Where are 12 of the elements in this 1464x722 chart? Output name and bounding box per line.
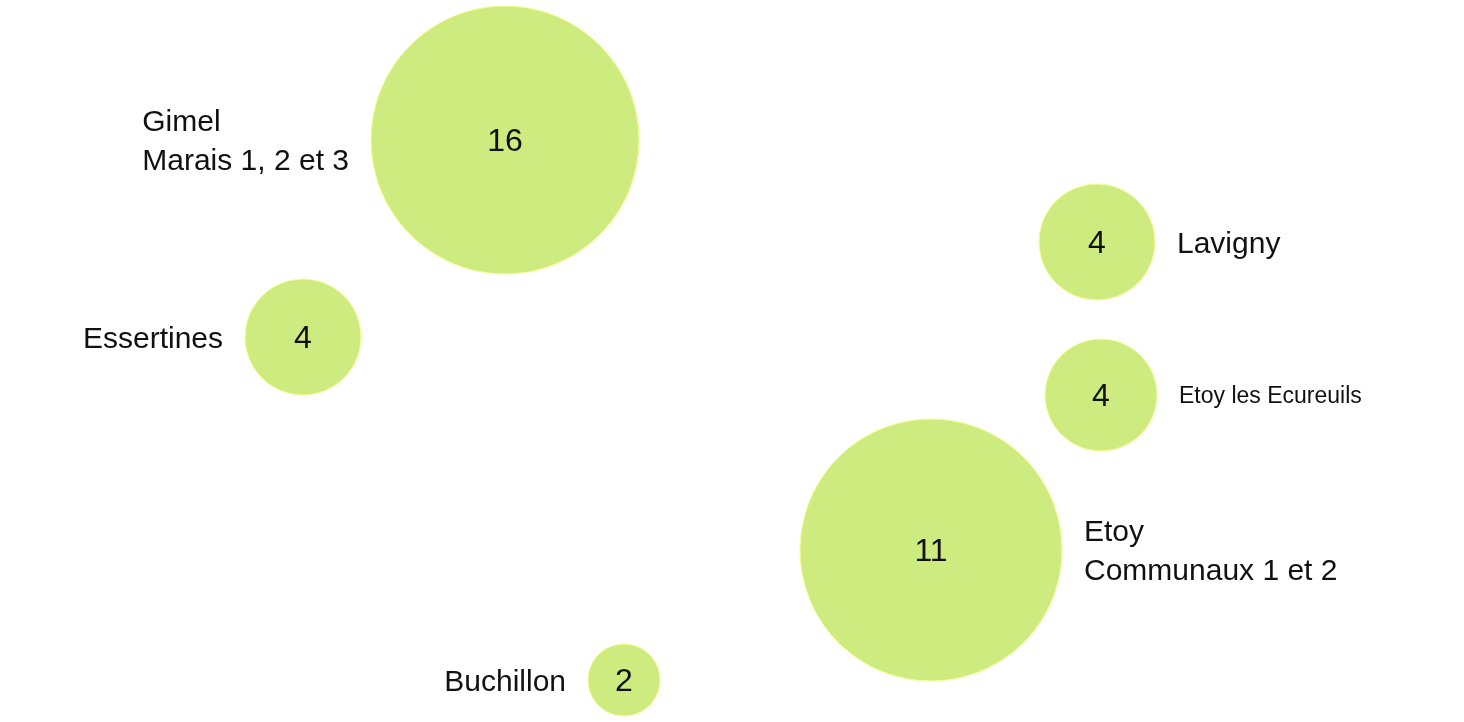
category-label: Buchillon: [444, 663, 567, 697]
category-label: Etoy les Ecureuils: [1179, 382, 1362, 408]
category-label: Essertines: [82, 320, 224, 354]
data-label: 4: [294, 319, 312, 355]
data-label: 4: [1092, 377, 1110, 413]
data-label: 16: [487, 122, 523, 158]
data-label: 4: [1088, 224, 1106, 260]
data-label: 11: [914, 532, 948, 568]
data-label: 2: [615, 662, 633, 698]
category-label: Lavigny: [1177, 225, 1281, 259]
category-label: Etoy Communaux 1 et 2: [1084, 514, 1338, 586]
category-label: Gimel Marais 1, 2 et 3: [142, 104, 349, 176]
